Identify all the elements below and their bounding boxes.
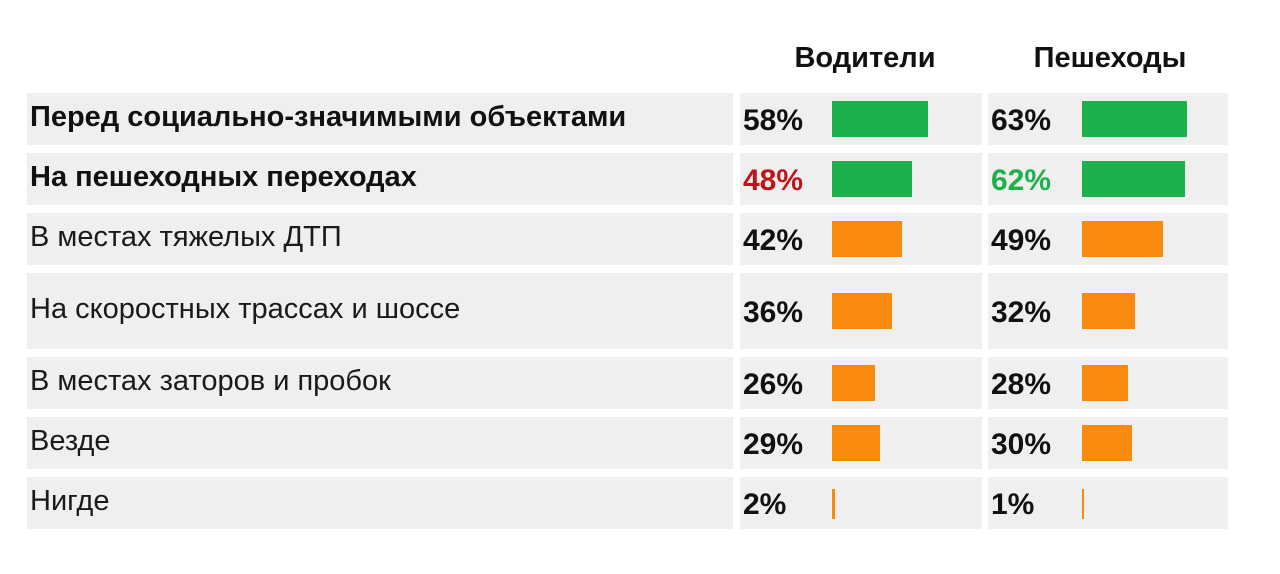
category-cell xyxy=(27,273,733,349)
bar xyxy=(1082,221,1163,257)
table-row: Нигде 2% 1% xyxy=(0,477,1280,529)
data-label: 42% xyxy=(743,224,804,257)
data-label: 26% xyxy=(743,368,804,401)
data-label: 36% xyxy=(743,296,804,329)
category-cell xyxy=(27,357,733,409)
bar xyxy=(832,365,875,401)
category-cell xyxy=(27,213,733,265)
data-label: 58% xyxy=(743,104,804,137)
value-cell xyxy=(988,477,1228,529)
series-header-drivers: Водители xyxy=(794,42,936,74)
bar xyxy=(1082,161,1185,197)
category-label: На скоростных трассах и шоссе xyxy=(30,293,461,325)
data-label: 29% xyxy=(743,428,804,461)
table-row: На скоростных трассах и шоссе 36% 32% xyxy=(0,273,1280,349)
bar xyxy=(1082,101,1187,137)
data-label: 62% xyxy=(991,164,1052,197)
data-label: 2% xyxy=(743,488,787,521)
category-label: Нигде xyxy=(30,485,110,517)
category-label: В местах тяжелых ДТП xyxy=(30,221,342,253)
bar xyxy=(832,293,892,329)
data-label: 32% xyxy=(991,296,1052,329)
category-label: На пешеходных переходах xyxy=(30,161,417,193)
category-cell xyxy=(27,477,733,529)
category-cell xyxy=(27,93,733,145)
data-label: 63% xyxy=(991,104,1052,137)
data-label: 48% xyxy=(743,164,804,197)
bar xyxy=(832,101,928,137)
category-label: Везде xyxy=(30,425,111,457)
table-row: Перед социально-значимыми объектами 58% 63… xyxy=(0,93,1280,145)
table-row: В местах заторов и пробок 26% 28% xyxy=(0,357,1280,409)
data-label: 49% xyxy=(991,224,1052,257)
category-cell xyxy=(27,417,733,469)
series-header-pedestrians: Пешеходы xyxy=(1033,42,1187,74)
bar xyxy=(832,425,880,461)
category-label: В местах заторов и пробок xyxy=(30,365,391,397)
bar xyxy=(1082,489,1084,519)
bar xyxy=(1082,425,1132,461)
category-label: Перед социально-значимыми объектами xyxy=(30,101,627,133)
data-label: 30% xyxy=(991,428,1052,461)
table-row: Везде 29% 30% xyxy=(0,417,1280,469)
table-row: В местах тяжелых ДТП 42% 49% xyxy=(0,213,1280,265)
data-label: 1% xyxy=(991,488,1035,521)
data-label: 28% xyxy=(991,368,1052,401)
bar xyxy=(1082,365,1128,401)
bar xyxy=(832,489,835,519)
bar xyxy=(1082,293,1135,329)
category-cell xyxy=(27,153,733,205)
table-row: На пешеходных переходах 48% 62% xyxy=(0,153,1280,205)
bar xyxy=(832,161,912,197)
bar xyxy=(832,221,902,257)
value-cell xyxy=(740,477,982,529)
